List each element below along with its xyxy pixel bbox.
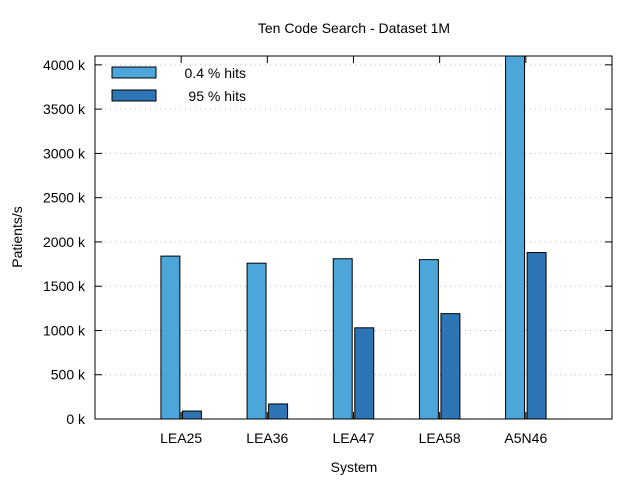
- y-tick-label: 4000 k: [43, 57, 86, 73]
- legend-label: 0.4 % hits: [185, 65, 246, 81]
- y-tick-label: 2500 k: [43, 190, 86, 206]
- x-tick-label: LEA47: [332, 430, 374, 446]
- bar-series-1-lea58: [418, 259, 439, 420]
- legend-label: 95 % hits: [185, 88, 246, 104]
- bar-series-1-lea36: [246, 262, 267, 420]
- x-axis-label: System: [331, 459, 378, 475]
- x-tick-label: LEA36: [246, 430, 288, 446]
- y-tick-label: 500 k: [51, 367, 86, 383]
- bar-series-1-lea47: [332, 258, 353, 420]
- bar-series-2-a5n46: [526, 252, 547, 420]
- legend-swatch: [111, 89, 157, 102]
- y-axis-label: Patients/s: [9, 206, 25, 267]
- tick-labels: 0 k 500 k 1000 k 1500 k 2000 k 2500 k 3000 k 35…: [43, 57, 547, 446]
- legend: 0.4 % hits 95 % hits: [111, 65, 246, 104]
- bar-series-2-lea58: [440, 313, 461, 420]
- gridlines: [95, 64, 612, 376]
- y-tick-label: 0 k: [66, 411, 86, 427]
- x-tick-label: LEA25: [160, 430, 202, 446]
- y-tick-label: 2000 k: [43, 234, 86, 250]
- bar-series-1-lea25: [160, 255, 181, 420]
- legend-swatch: [111, 66, 157, 79]
- x-tick-label: LEA58: [419, 430, 461, 446]
- y-tick-label: 3000 k: [43, 145, 86, 161]
- chart-title: Ten Code Search - Dataset 1M: [258, 20, 450, 36]
- bar-series-2-lea25: [181, 410, 202, 420]
- bar-series-2-lea36: [268, 403, 289, 420]
- y-tick-label: 1500 k: [43, 278, 86, 294]
- x-tick-label: A5N46: [504, 430, 547, 446]
- y-tick-label: 3500 k: [43, 101, 86, 117]
- y-tick-label: 1000 k: [43, 322, 86, 338]
- bar-series-2-lea47: [354, 327, 375, 420]
- bars: [160, 55, 547, 420]
- bar-series-1-a5n46: [505, 55, 526, 420]
- axis-ticks: [95, 56, 612, 420]
